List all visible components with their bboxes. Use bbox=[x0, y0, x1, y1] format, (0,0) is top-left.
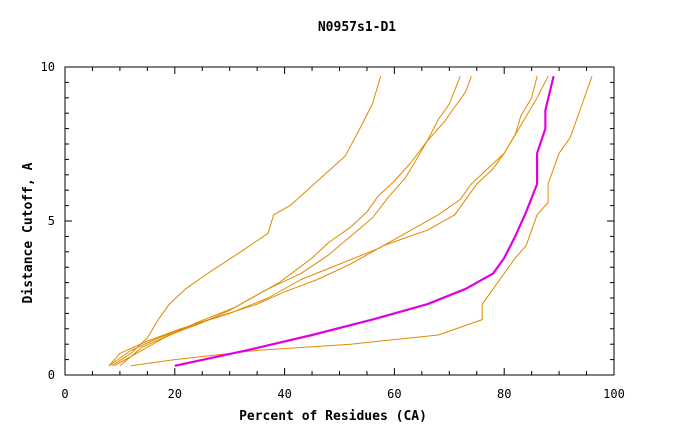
x-tick-label: 40 bbox=[277, 387, 291, 401]
series-line-2 bbox=[114, 76, 461, 367]
y-axis-label: Distance Cutoff, A bbox=[21, 162, 36, 303]
series-line-highlight bbox=[174, 75, 555, 367]
x-tick-label: 0 bbox=[61, 387, 68, 401]
y-tick-label: 0 bbox=[48, 368, 55, 382]
x-axis-label: Percent of Residues (CA) bbox=[239, 409, 427, 424]
series-line-4 bbox=[108, 75, 549, 367]
chart-title: N0957s1-D1 bbox=[318, 20, 396, 35]
x-tick-label: 20 bbox=[168, 387, 182, 401]
series-line-6 bbox=[130, 76, 593, 367]
y-tick-label: 10 bbox=[41, 60, 55, 74]
x-tick-label: 80 bbox=[497, 387, 511, 401]
x-tick-label: 100 bbox=[603, 387, 625, 401]
x-tick-label: 60 bbox=[387, 387, 401, 401]
tick-layer: 0 20 40 60 80 100 0 5 10 bbox=[41, 60, 625, 401]
series-line-1 bbox=[111, 76, 382, 367]
series-layer bbox=[108, 75, 593, 367]
series-line-3 bbox=[119, 76, 472, 367]
series-line-5 bbox=[108, 76, 538, 367]
y-tick-label: 5 bbox=[48, 214, 55, 228]
